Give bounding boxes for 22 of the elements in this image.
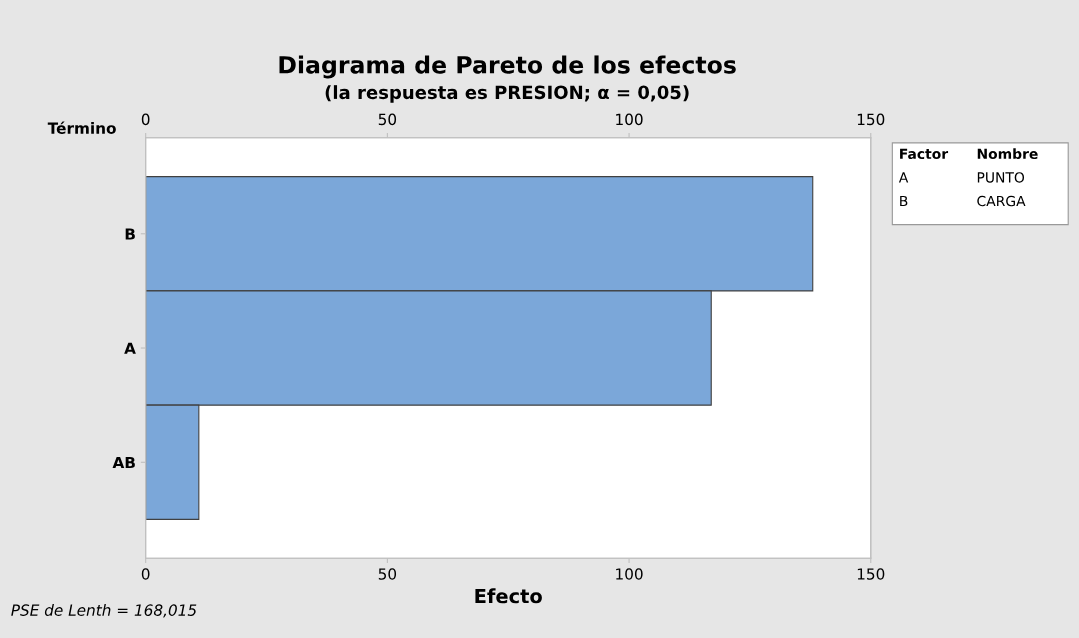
y-tick-label: A [124, 342, 136, 354]
text: CARGA [977, 195, 1026, 207]
y-axis-title: Término [47, 121, 116, 134]
x-tick-label: 150 [857, 568, 885, 580]
text: B [900, 195, 908, 207]
x2-tick-label: 150 [857, 113, 885, 126]
text: Factor [900, 148, 949, 160]
x2-tick-label: 0 [141, 113, 150, 126]
chart-subtitle: (la respuesta es PRESION; α = 0,05) [325, 85, 689, 103]
x2-tick-label: 50 [378, 113, 397, 126]
x-tick-label: 100 [616, 568, 643, 580]
chart-title: Diagrama de Pareto de los efectos [279, 55, 736, 79]
x-axis-title: Efecto [475, 588, 542, 604]
text: A [898, 172, 909, 183]
y-tick-label: B [125, 228, 135, 240]
x-tick-label: 50 [378, 568, 397, 580]
text: PUNTO [977, 172, 1025, 183]
text: PSE de Lenth = 168,015 [11, 604, 197, 618]
text: Nombre [977, 148, 1038, 160]
x2-tick-label: 100 [616, 113, 643, 126]
y-tick-label: AB [112, 456, 135, 469]
x-tick-label: 0 [141, 568, 150, 580]
